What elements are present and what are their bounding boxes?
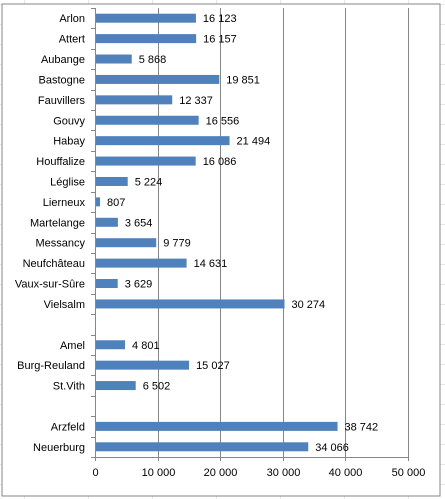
bar-fauvillers: [96, 95, 173, 105]
category-label: Bastogne: [39, 74, 85, 86]
category-label: Amel: [60, 340, 85, 352]
category-label: Fauvillers: [38, 95, 86, 107]
data-label: 5 868: [139, 54, 167, 66]
bar-martelange: [96, 217, 118, 227]
axes: [91, 8, 409, 461]
bar-attert: [96, 34, 197, 44]
bar-houffalize: [96, 156, 196, 166]
data-label: 21 494: [237, 136, 271, 148]
data-label: 30 274: [292, 299, 326, 311]
data-label: 16 556: [206, 115, 240, 127]
bar-st-vith: [96, 381, 136, 391]
bar-gouvy: [96, 115, 199, 125]
category-label: Burg-Reuland: [17, 360, 85, 372]
x-tick-label: 10 000: [142, 467, 176, 479]
category-label: Gouvy: [53, 115, 85, 127]
bar-arlon: [96, 13, 196, 23]
data-label: 14 631: [194, 258, 228, 270]
data-label: 34 066: [315, 442, 349, 454]
data-label: 6 502: [143, 381, 171, 393]
bar-amel: [96, 340, 126, 350]
category-label: Neuerburg: [33, 442, 85, 454]
category-label: Houffalize: [36, 156, 85, 168]
x-tick-label: 50 000: [392, 467, 426, 479]
data-label: 12 337: [179, 95, 213, 107]
category-label: Arlon: [59, 13, 85, 25]
bar-neuerburg: [96, 442, 309, 452]
data-label: 3 654: [125, 217, 153, 229]
data-label: 15 027: [196, 360, 230, 372]
bar-neufch-teau: [96, 258, 187, 268]
data-label: 16 123: [203, 13, 237, 25]
labels: 0 10 000 20 000 30 000 40 000 50 000 Arlon 16 1…: [15, 13, 425, 479]
bar-vaux-sur-s-re: [96, 279, 118, 289]
data-label: 16 157: [203, 34, 237, 46]
bar-arzfeld: [96, 421, 338, 431]
category-label: Léglise: [50, 176, 85, 188]
bar-aubange: [96, 54, 132, 64]
category-label: Neufchâteau: [23, 258, 85, 270]
category-label: Vielsalm: [44, 299, 85, 311]
data-label: 19 851: [226, 74, 260, 86]
x-tick-label: 0: [92, 467, 98, 479]
bar-l-glise: [96, 176, 128, 186]
category-label: Messancy: [35, 238, 85, 250]
bar-lierneux: [96, 197, 101, 207]
data-label: 9 779: [163, 238, 191, 250]
category-label: Habay: [53, 136, 85, 148]
bar-burg-reuland: [96, 360, 190, 370]
category-label: Aubange: [41, 54, 85, 66]
bar-habay: [96, 136, 230, 146]
x-tick-label: 40 000: [329, 467, 363, 479]
x-tick-label: 20 000: [204, 467, 238, 479]
gridlines: [158, 8, 409, 457]
category-label: Arzfeld: [51, 421, 85, 433]
bar-bastogne: [96, 74, 220, 84]
bars: [96, 13, 338, 452]
data-label: 5 224: [135, 176, 163, 188]
category-label: St.Vith: [53, 381, 85, 393]
bar-vielsalm: [96, 299, 285, 309]
data-label: 16 086: [203, 156, 237, 168]
data-label: 807: [107, 197, 125, 209]
category-label: Attert: [59, 34, 85, 46]
data-label: 3 629: [125, 279, 153, 291]
x-tick-label: 30 000: [267, 467, 301, 479]
data-label: 4 801: [132, 340, 160, 352]
bar-messancy: [96, 238, 157, 248]
category-label: Lierneux: [43, 197, 86, 209]
category-label: Martelange: [30, 217, 85, 229]
data-label: 38 742: [345, 421, 379, 433]
category-label: Vaux-sur-Sûre: [15, 279, 85, 291]
